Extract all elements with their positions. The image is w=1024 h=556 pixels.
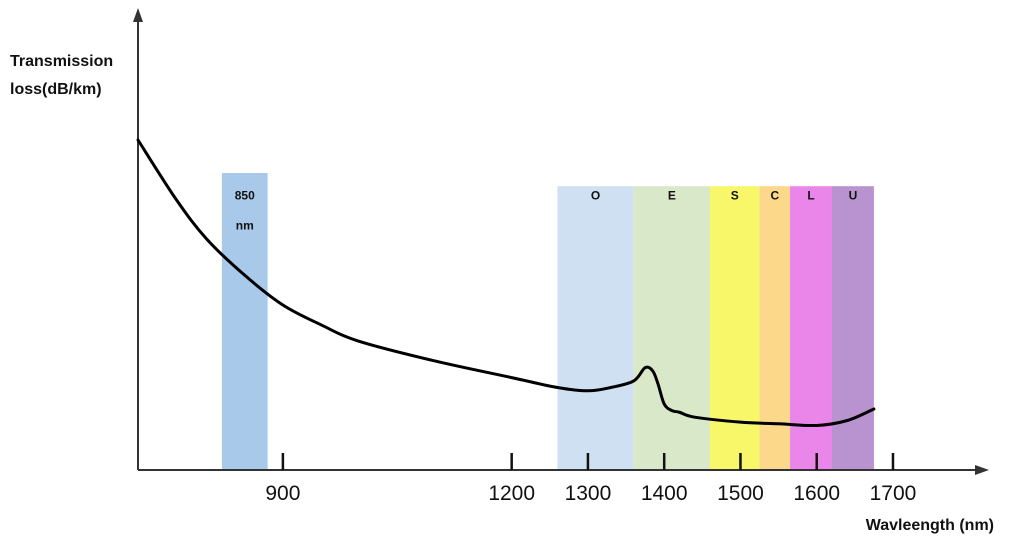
band-850 [221,173,268,470]
band-label: O [591,188,600,202]
band-e [633,186,710,470]
x-tick-label: 1400 [641,482,688,505]
band-label: E [668,188,676,202]
band-label: L [807,188,814,202]
x-tick-label: 900 [265,482,300,505]
loss-curve-0 [136,138,876,428]
band-u [831,186,874,470]
x-axis-arrow [975,465,989,475]
band-l [790,186,832,470]
x-tick-label: 1300 [565,482,612,505]
band-label-unit: nm [236,218,254,232]
band-o [557,186,634,470]
band-label: S [731,188,739,202]
x-tick-label: 1700 [870,482,917,505]
band-label: 850 [235,188,255,202]
x-tick-label: 1600 [793,482,840,505]
x-axis-label: Wavleength (nm) [865,517,994,534]
x-tick-label: 1500 [717,482,764,505]
x-tick-label: 1200 [488,482,535,505]
y-axis-arrow [133,8,143,22]
band-label: U [849,188,858,202]
band-label: C [770,188,779,202]
band-s [709,186,760,470]
band-c [759,186,791,470]
y-axis-label: Transmission loss(dB/km) [10,53,114,98]
